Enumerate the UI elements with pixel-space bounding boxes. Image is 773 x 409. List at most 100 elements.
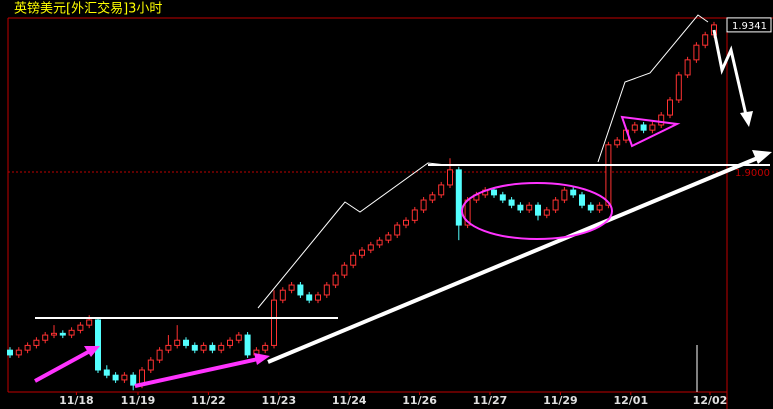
arrow-head [752, 150, 772, 164]
candle-body [596, 204, 603, 211]
candle-body [77, 324, 84, 331]
last-price-label: 1.9341 [732, 21, 767, 32]
candle-body [227, 339, 233, 346]
annotations [34, 14, 772, 392]
candle-body [702, 34, 709, 46]
candle-body [385, 234, 392, 241]
candle-body [684, 59, 691, 76]
candle-body [693, 44, 700, 61]
candle-body [174, 339, 181, 346]
candle-body [376, 239, 383, 246]
candle-body [262, 344, 269, 351]
candle-body [209, 344, 216, 351]
last-price-box [726, 17, 772, 33]
candle-body [86, 319, 93, 326]
candle-body [517, 204, 524, 211]
candle-body [51, 332, 57, 336]
candle-body [341, 264, 348, 276]
candle-body [508, 199, 515, 206]
arrow-head [254, 353, 270, 365]
candle-body [570, 189, 577, 196]
highlight-ellipse [461, 182, 613, 240]
candle-body [306, 294, 313, 301]
trend-arrow [267, 155, 761, 364]
candle-body [130, 374, 137, 386]
candle-body [59, 332, 66, 336]
candle-body [675, 74, 682, 101]
candle-body [156, 349, 163, 361]
candle-body [121, 374, 128, 381]
candle-body [543, 209, 550, 216]
candle-body [614, 139, 621, 146]
candle-body [191, 344, 198, 351]
candle-body [323, 284, 330, 296]
x-tick-label: 11/26 [402, 394, 437, 407]
candle-body [552, 199, 559, 211]
candle-body [429, 194, 436, 201]
candle-body [315, 294, 321, 301]
candle-body [667, 99, 673, 116]
x-tick-label: 11/18 [59, 394, 94, 407]
candle-body [403, 219, 409, 226]
candle-body [367, 244, 374, 251]
candle-body [499, 194, 506, 201]
candle-body [455, 169, 462, 226]
candle-body [359, 249, 365, 256]
forecast-arrow [712, 29, 748, 116]
candle-body [350, 254, 357, 266]
x-tick-label: 11/19 [121, 394, 156, 407]
candle-body [288, 284, 295, 291]
x-tick-label: 11/23 [261, 394, 296, 407]
x-tick-label: 12/01 [613, 394, 648, 407]
candle-body [42, 334, 49, 341]
pennant [620, 115, 681, 148]
candle-body [235, 334, 242, 341]
candle-body [535, 204, 541, 216]
candle-body [95, 319, 101, 371]
x-tick-label: 12/02 [693, 394, 728, 407]
chart-title: 英镑美元[外汇交易]3小时 [14, 1, 162, 17]
candle-body [279, 289, 286, 301]
candle-body [7, 349, 13, 356]
candle-body [420, 199, 427, 211]
candle-body [24, 344, 31, 351]
candle-body [579, 194, 585, 206]
candle-body [491, 189, 497, 196]
candle-body [332, 274, 339, 286]
arrow-head [740, 111, 753, 127]
candle-body [587, 204, 594, 211]
x-tick-label: 11/29 [543, 394, 578, 407]
wave-line [257, 162, 447, 309]
candle-body [394, 224, 401, 236]
candle-body [244, 334, 251, 356]
candle-body [605, 144, 612, 206]
candle-body [112, 374, 119, 381]
candle-body [200, 344, 207, 351]
candle-body [438, 184, 445, 196]
candle-body [526, 204, 533, 211]
x-tick-label: 11/24 [332, 394, 367, 407]
candle-body [297, 284, 304, 296]
arrow-head [84, 346, 100, 357]
candle-body [183, 339, 189, 346]
candle-body [561, 189, 568, 201]
candle-body [103, 369, 110, 376]
candle-body [411, 209, 418, 221]
candle-body [68, 329, 75, 336]
candle-body [447, 169, 453, 186]
candle-body [649, 124, 656, 131]
candle-body [33, 339, 40, 346]
candle-body [631, 124, 638, 131]
x-tick-label: 11/22 [191, 394, 226, 407]
highlight-arrow [134, 357, 259, 388]
candle-body [218, 344, 225, 351]
candle-body [271, 299, 277, 346]
reference-label: 1.9000 [735, 168, 770, 179]
candle-body [658, 114, 665, 126]
candle-body [15, 349, 22, 356]
candle-body [165, 344, 172, 351]
wave-line [597, 14, 709, 163]
